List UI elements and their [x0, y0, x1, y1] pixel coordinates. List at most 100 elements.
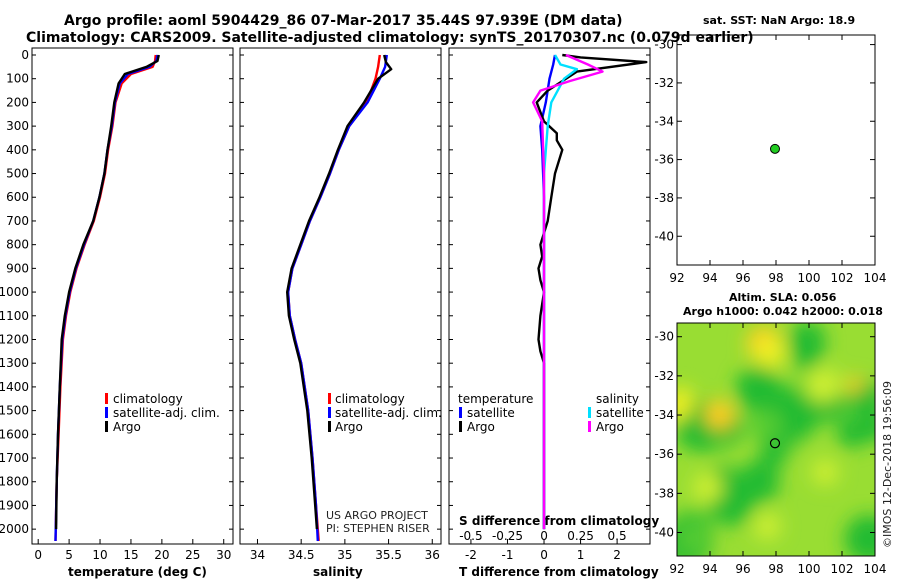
- y-tick-label: 1100: [0, 309, 29, 323]
- legend-label-argo: Argo: [113, 420, 141, 434]
- legend-swatch-sal-argo: [588, 421, 591, 432]
- legend-label-satellite: satellite-adj. clim.: [113, 406, 220, 420]
- map-x-tick-label: 96: [735, 271, 750, 285]
- map-y-tick-label: -32: [654, 76, 674, 90]
- map-y-tick-label: -32: [654, 369, 674, 383]
- y-tick-label: 300: [6, 119, 29, 133]
- sla-blob: [692, 472, 723, 503]
- map-x-tick-label: 94: [702, 562, 717, 576]
- sla-title-line-1: Altim. SLA: 0.056: [729, 291, 837, 304]
- legend-swatch-satellite: [105, 407, 108, 418]
- sla-blob: [805, 367, 841, 403]
- x-tick-label: -1: [501, 548, 513, 562]
- map-x-tick-label: 92: [669, 271, 684, 285]
- t-difference-axis-label: T difference from climatology: [459, 565, 659, 579]
- legend-label-climatology: climatology: [335, 392, 405, 406]
- legend-swatch-argo: [328, 421, 331, 432]
- legend-swatch-sal-satellite: [588, 407, 591, 418]
- x-tick-label: 34.5: [288, 548, 315, 562]
- y-tick-label: 1400: [0, 380, 29, 394]
- map-x-tick-label: 104: [864, 271, 887, 285]
- project-annotation: US ARGO PROJECT: [326, 509, 428, 522]
- map-y-tick-label: -40: [654, 526, 674, 540]
- sla-blob: [750, 409, 782, 442]
- map-y-tick-label: -34: [654, 408, 674, 422]
- legend-swatch-climatology: [328, 393, 331, 404]
- x-tick-label: 0: [540, 548, 548, 562]
- sla-blob: [846, 376, 863, 393]
- salinity-panel: [239, 47, 442, 545]
- difference-panel: [448, 47, 651, 545]
- sla-field: [677, 323, 875, 556]
- legend-swatch-temp-argo: [459, 421, 462, 432]
- series-line-temperature-argo: [535, 53, 648, 530]
- x-tick-label: 36: [425, 548, 440, 562]
- x-tick-label: 35: [337, 548, 352, 562]
- legend-label-temp-argo: Argo: [467, 420, 495, 434]
- sla-blob: [753, 512, 782, 541]
- y-tick-label: 500: [6, 167, 29, 181]
- sla-blob: [677, 523, 709, 555]
- x-tick-label: 25: [185, 548, 200, 562]
- y-tick-label: 400: [6, 143, 29, 157]
- title-line-2: Climatology: CARS2009. Satellite-adjuste…: [26, 30, 754, 46]
- legend-label-temp-satellite: satellite: [467, 406, 515, 420]
- s-difference-tick-label: 0.25: [567, 529, 594, 543]
- map-x-tick-label: 94: [702, 271, 717, 285]
- sla-blob: [791, 339, 822, 370]
- s-difference-tick-label: 0.5: [608, 529, 627, 543]
- legend-label-climatology: climatology: [113, 392, 183, 406]
- pi-annotation: PI: STEPHEN RISER: [326, 522, 430, 535]
- map-y-tick-label: -30: [654, 330, 674, 344]
- y-tick-label: 0: [21, 48, 29, 62]
- x-tick-label: 5: [65, 548, 73, 562]
- series-line-argo: [286, 54, 393, 530]
- series-line-climatology: [286, 54, 381, 542]
- difference-legend: temperature satellite Argo salinity sate…: [458, 392, 644, 434]
- y-tick-label: 200: [6, 95, 29, 109]
- x-tick-label: 34: [250, 548, 265, 562]
- y-tick-label: 1800: [0, 475, 29, 489]
- map-x-tick-label: 98: [768, 562, 783, 576]
- map-y-tick-label: -40: [654, 229, 674, 243]
- title-line-1: Argo profile: aoml 5904429_86 07-Mar-201…: [64, 13, 623, 29]
- series-line-salinity-argo: [531, 53, 604, 530]
- x-tick-label: -2: [465, 548, 477, 562]
- sst-map-title: sat. SST: NaN Argo: 18.9: [703, 14, 855, 27]
- map-y-tick-label: -38: [654, 486, 674, 500]
- sla-blob: [753, 336, 786, 369]
- legend-title-temperature: temperature: [458, 392, 533, 406]
- temperature-panel: [31, 47, 234, 545]
- legend-swatch-satellite: [328, 407, 331, 418]
- temperature-axis-label: temperature (deg C): [68, 565, 207, 579]
- s-difference-tick-label: -0.5: [459, 529, 482, 543]
- legend-label-sal-argo: Argo: [596, 420, 624, 434]
- map-y-tick-label: -34: [654, 114, 674, 128]
- s-difference-tick-label: 0: [540, 529, 548, 543]
- map-x-tick-label: 96: [735, 562, 750, 576]
- series-line-argo: [54, 54, 160, 530]
- series-line-satellite-adj.-clim.: [286, 54, 388, 542]
- x-tick-label: 10: [92, 548, 107, 562]
- argo-position-marker: [769, 438, 781, 449]
- sla-blob: [844, 514, 875, 556]
- legend-swatch-climatology: [105, 393, 108, 404]
- chart-marks: 0 5 10 15 20 25 300100200300400500600700800900…: [0, 35, 886, 576]
- map-x-tick-label: 102: [831, 271, 854, 285]
- legend-title-salinity: salinity: [596, 392, 639, 406]
- x-tick-label: 15: [123, 548, 138, 562]
- y-tick-label: 900: [6, 261, 29, 275]
- x-tick-label: 20: [154, 548, 169, 562]
- s-difference-tick-label: -0.25: [492, 529, 523, 543]
- legend-label-argo: Argo: [335, 420, 363, 434]
- y-tick-label: 1600: [0, 427, 29, 441]
- legend-label-sal-satellite: satellite: [596, 406, 644, 420]
- sla-blob: [811, 458, 839, 486]
- sla-title-line-2: Argo h1000: 0.042 h2000: 0.018: [683, 305, 883, 318]
- map-y-tick-label: -38: [654, 191, 674, 205]
- sla-blob: [704, 399, 735, 430]
- y-tick-label: 1700: [0, 451, 29, 465]
- y-tick-label: 600: [6, 190, 29, 204]
- y-tick-label: 1900: [0, 498, 29, 512]
